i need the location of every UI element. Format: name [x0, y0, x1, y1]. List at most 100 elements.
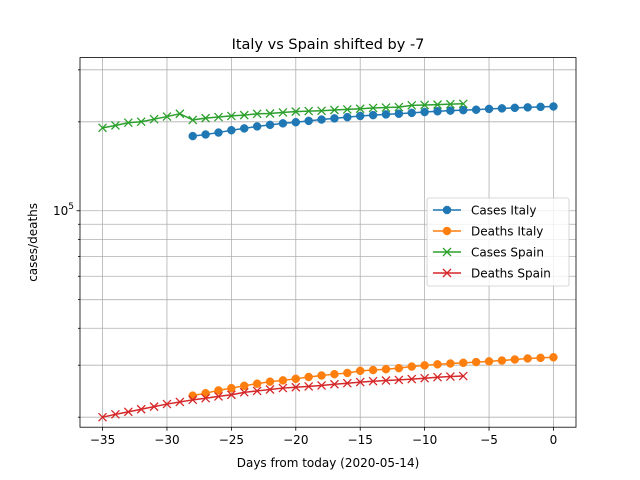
data-point-deaths-spain	[188, 395, 198, 405]
data-point-deaths-italy	[394, 363, 404, 373]
data-point-cases-italy	[536, 102, 545, 112]
data-point-cases-italy	[381, 110, 391, 119]
ticks: −35 −30 −25 −20 −15 −10 −5 0 105	[53, 69, 558, 447]
x-tick-label: −30	[154, 433, 179, 447]
data-point-deaths-spain	[394, 375, 404, 385]
data-point-cases-spain	[123, 118, 133, 128]
x-axis-label: Days from today (2020-05-14)	[237, 456, 420, 470]
data-point-deaths-italy	[484, 357, 494, 366]
data-point-cases-spain	[458, 99, 468, 109]
legend-label: Deaths Italy	[471, 224, 543, 238]
legend-marker	[442, 268, 452, 278]
data-point-deaths-italy	[252, 379, 262, 388]
data-point-cases-spain	[291, 107, 301, 117]
data-point-deaths-italy	[227, 383, 236, 393]
data-point-deaths-italy	[291, 374, 301, 384]
x-tick-label: −5	[480, 433, 498, 447]
data-point-deaths-italy	[330, 369, 339, 379]
data-point-deaths-italy	[240, 381, 249, 391]
data-point-cases-italy	[265, 120, 275, 130]
series-cases-italy	[188, 102, 558, 141]
data-point-deaths-italy	[265, 377, 275, 386]
data-point-cases-spain	[136, 117, 146, 127]
data-point-deaths-italy	[420, 361, 429, 370]
data-point-cases-italy	[240, 124, 249, 133]
data-point-cases-italy	[459, 105, 468, 115]
data-point-deaths-spain	[123, 407, 133, 417]
data-point-cases-italy	[446, 106, 455, 115]
data-point-deaths-italy	[549, 353, 558, 362]
data-point-cases-spain	[226, 111, 236, 121]
data-point-deaths-spain	[407, 374, 417, 384]
data-point-deaths-italy	[407, 362, 416, 371]
data-point-cases-italy	[510, 103, 520, 113]
legend-marker	[442, 205, 452, 215]
data-point-deaths-spain	[458, 371, 468, 381]
data-point-deaths-spain	[239, 387, 249, 397]
legend-label: Cases Italy	[471, 203, 536, 217]
x-tick-label: −25	[219, 433, 244, 447]
x-tick-label: −35	[90, 433, 115, 447]
data-point-cases-spain	[407, 100, 417, 110]
data-point-deaths-italy	[355, 366, 365, 376]
y-tick-label: 105	[53, 202, 74, 218]
data-point-cases-spain	[342, 104, 352, 114]
data-point-cases-spain	[381, 103, 391, 113]
data-point-cases-spain	[201, 113, 211, 123]
data-point-deaths-spain	[265, 385, 275, 394]
x-tick-label: −20	[283, 433, 308, 447]
x-tick-label: 0	[550, 433, 558, 447]
data-point-cases-italy	[188, 131, 197, 141]
legend-item-deaths-spain: Deaths Spain	[433, 266, 551, 280]
data-point-cases-spain	[98, 123, 108, 133]
data-point-deaths-spain	[110, 409, 120, 419]
data-point-cases-spain	[433, 100, 442, 110]
data-point-cases-italy	[368, 110, 378, 120]
data-point-deaths-italy	[536, 353, 545, 363]
data-point-cases-italy	[355, 111, 365, 121]
data-point-cases-spain	[445, 99, 455, 109]
data-point-cases-italy	[471, 105, 481, 114]
data-point-deaths-italy	[201, 388, 210, 398]
legend-item-cases-spain: Cases Spain	[433, 245, 544, 259]
data-point-cases-italy	[201, 130, 210, 139]
data-point-deaths-spain	[136, 404, 146, 414]
legend-marker	[442, 226, 452, 236]
data-point-deaths-spain	[381, 376, 391, 385]
x-tick-label: −10	[412, 433, 437, 447]
data-point-deaths-spain	[355, 377, 365, 387]
data-point-cases-spain	[420, 100, 430, 110]
x-tick-label: −15	[348, 433, 373, 447]
data-point-deaths-italy	[497, 356, 507, 365]
data-point-cases-spain	[149, 114, 159, 124]
data-point-cases-spain	[175, 109, 185, 119]
legend-item-deaths-italy: Deaths Italy	[433, 224, 543, 238]
data-point-deaths-italy	[368, 365, 378, 375]
data-point-cases-italy	[420, 107, 429, 117]
data-point-cases-italy	[252, 122, 262, 131]
data-point-deaths-spain	[420, 373, 430, 383]
data-point-deaths-spain	[252, 386, 262, 396]
series-group	[98, 99, 558, 422]
data-point-cases-italy	[549, 102, 558, 111]
data-point-cases-italy	[227, 125, 236, 135]
data-point-deaths-spain	[214, 391, 223, 401]
series-deaths-italy	[188, 353, 558, 400]
data-point-deaths-italy	[446, 359, 455, 368]
data-point-cases-spain	[239, 110, 249, 120]
data-point-cases-spain	[394, 102, 404, 112]
data-point-cases-italy	[214, 128, 223, 137]
data-point-cases-spain	[317, 106, 327, 116]
data-point-cases-spain	[110, 121, 120, 130]
data-point-deaths-italy	[471, 357, 481, 367]
data-point-cases-spain	[355, 104, 365, 114]
data-point-cases-spain	[329, 105, 339, 115]
data-point-deaths-spain	[304, 381, 314, 391]
data-point-cases-spain	[368, 103, 378, 113]
data-point-deaths-italy	[214, 386, 223, 395]
data-point-deaths-spain	[368, 376, 378, 386]
legend-label: Deaths Spain	[471, 266, 551, 280]
data-point-deaths-spain	[342, 378, 352, 388]
data-point-cases-spain	[265, 109, 275, 118]
data-point-cases-italy	[343, 112, 352, 122]
